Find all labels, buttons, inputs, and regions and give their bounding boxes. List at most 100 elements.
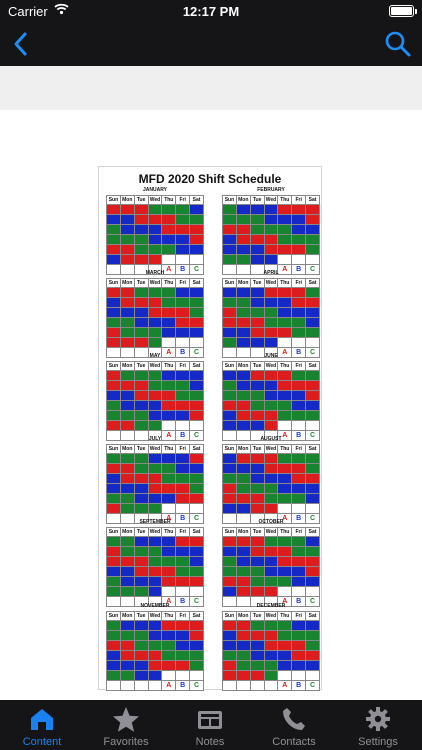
back-button[interactable]: [6, 28, 38, 60]
calendar-day-cell: [277, 327, 293, 338]
calendar-day-cell: [189, 307, 204, 318]
month-calendar: APRIL Sun Mon Tue Wed Thu Fri Sat A B C: [222, 270, 320, 358]
calendar-day-cell: [133, 234, 149, 245]
calendar-day-cell: [119, 234, 135, 245]
calendar-day-cell: [222, 297, 237, 308]
calendar-day-cell: [305, 556, 320, 567]
calendar-day-cell: [161, 254, 177, 265]
calendar-day-cell: [106, 586, 121, 597]
calendar-day-cell: [133, 327, 149, 338]
legend-blank-cell: [106, 680, 121, 691]
calendar-day-cell: [305, 463, 320, 474]
weekday-header: Fri: [291, 527, 307, 537]
calendar-day-cell: [263, 400, 279, 411]
calendar-day-cell: [106, 650, 121, 661]
weekday-header: Thu: [277, 611, 293, 621]
tab-content[interactable]: Content: [0, 700, 84, 750]
calendar-day-cell: [161, 337, 177, 348]
calendar-day-cell: [161, 244, 177, 255]
calendar-day-cell: [235, 327, 251, 338]
calendar-day-cell: [291, 473, 307, 484]
calendar-day-cell: [106, 620, 121, 631]
calendar-day-cell: [249, 307, 265, 318]
weekday-header: Mon: [235, 361, 251, 371]
calendar-day-cell: [119, 400, 135, 411]
month-name: SEPTEMBER: [139, 519, 171, 525]
calendar-day-cell: [277, 254, 293, 265]
calendar-day-cell: [147, 566, 163, 577]
calendar-day-cell: [175, 503, 191, 514]
calendar-day-cell: [133, 536, 149, 547]
tab-notes[interactable]: Notes: [168, 700, 252, 750]
weekday-header: Tue: [133, 195, 149, 205]
shift-legend-item: B: [175, 680, 191, 691]
calendar-day-cell: [277, 380, 293, 391]
calendar-day-cell: [119, 214, 135, 225]
calendar-day-cell: [222, 453, 237, 464]
shift-legend-item: C: [305, 264, 320, 275]
calendar-day-cell: [249, 453, 265, 464]
calendar-day-cell: [235, 620, 251, 631]
calendar-day-cell: [235, 370, 251, 381]
calendar-day-cell: [291, 204, 307, 215]
calendar-day-cell: [235, 556, 251, 567]
calendar-day-cell: [263, 630, 279, 641]
calendar-day-cell: [106, 546, 121, 557]
weekday-header: Thu: [277, 195, 293, 205]
calendar-day-cell: [161, 327, 177, 338]
calendar-day-cell: [147, 463, 163, 474]
calendar-day-cell: [263, 370, 279, 381]
calendar-day-cell: [133, 493, 149, 504]
calendar-day-cell: [147, 640, 163, 651]
calendar-day-cell: [161, 576, 177, 587]
calendar-day-cell: [305, 546, 320, 557]
calendar-day-cell: [249, 224, 265, 235]
calendar-day-cell: [222, 620, 237, 631]
shift-legend-item: C: [305, 430, 320, 441]
month-calendar: MARCH Sun Mon Tue Wed Thu Fri Sat A B C: [106, 270, 204, 358]
calendar-day-cell: [147, 380, 163, 391]
calendar-day-cell: [263, 483, 279, 494]
month-calendar: DECEMBER Sun Mon Tue Wed Thu Fri Sat A B C: [222, 603, 320, 691]
calendar-day-cell: [263, 493, 279, 504]
tab-contacts[interactable]: Contacts: [252, 700, 336, 750]
calendar-day-cell: [291, 453, 307, 464]
calendar-day-cell: [147, 410, 163, 421]
calendar-day-cell: [106, 317, 121, 328]
month-calendar: MAY Sun Mon Tue Wed Thu Fri Sat A B C: [106, 353, 204, 441]
weekday-header: Fri: [175, 611, 191, 621]
calendar-day-cell: [222, 254, 237, 265]
weekday-header: Sat: [189, 527, 204, 537]
calendar-day-cell: [106, 254, 121, 265]
calendar-day-cell: [133, 420, 149, 431]
month-name: JANUARY: [143, 187, 167, 193]
calendar-day-cell: [222, 640, 237, 651]
shift-legend-item: A: [161, 680, 177, 691]
calendar-day-cell: [235, 337, 251, 348]
calendar-day-cell: [222, 576, 237, 587]
search-button[interactable]: [382, 28, 414, 60]
calendar-day-cell: [235, 204, 251, 215]
notes-icon: [198, 711, 222, 729]
calendar-day-cell: [263, 473, 279, 484]
calendar-day-cell: [119, 453, 135, 464]
calendar-day-cell: [291, 337, 307, 348]
calendar-day-cell: [106, 556, 121, 567]
tab-favorites[interactable]: Favorites: [84, 700, 168, 750]
calendar-day-cell: [119, 307, 135, 318]
calendar-day-cell: [161, 650, 177, 661]
tab-settings[interactable]: Settings: [336, 700, 420, 750]
calendar-day-cell: [263, 224, 279, 235]
calendar-day-cell: [175, 620, 191, 631]
calendar-day-cell: [119, 493, 135, 504]
weekday-header: Sat: [189, 611, 204, 621]
calendar-day-cell: [106, 337, 121, 348]
calendar-day-cell: [235, 453, 251, 464]
calendar-day-cell: [222, 546, 237, 557]
calendar-day-cell: [161, 370, 177, 381]
calendar-day-cell: [291, 400, 307, 411]
month-calendar: NOVEMBER Sun Mon Tue Wed Thu Fri Sat A B C: [106, 603, 204, 691]
calendar-day-cell: [106, 370, 121, 381]
calendar-day-cell: [305, 493, 320, 504]
calendar-day-cell: [119, 390, 135, 401]
